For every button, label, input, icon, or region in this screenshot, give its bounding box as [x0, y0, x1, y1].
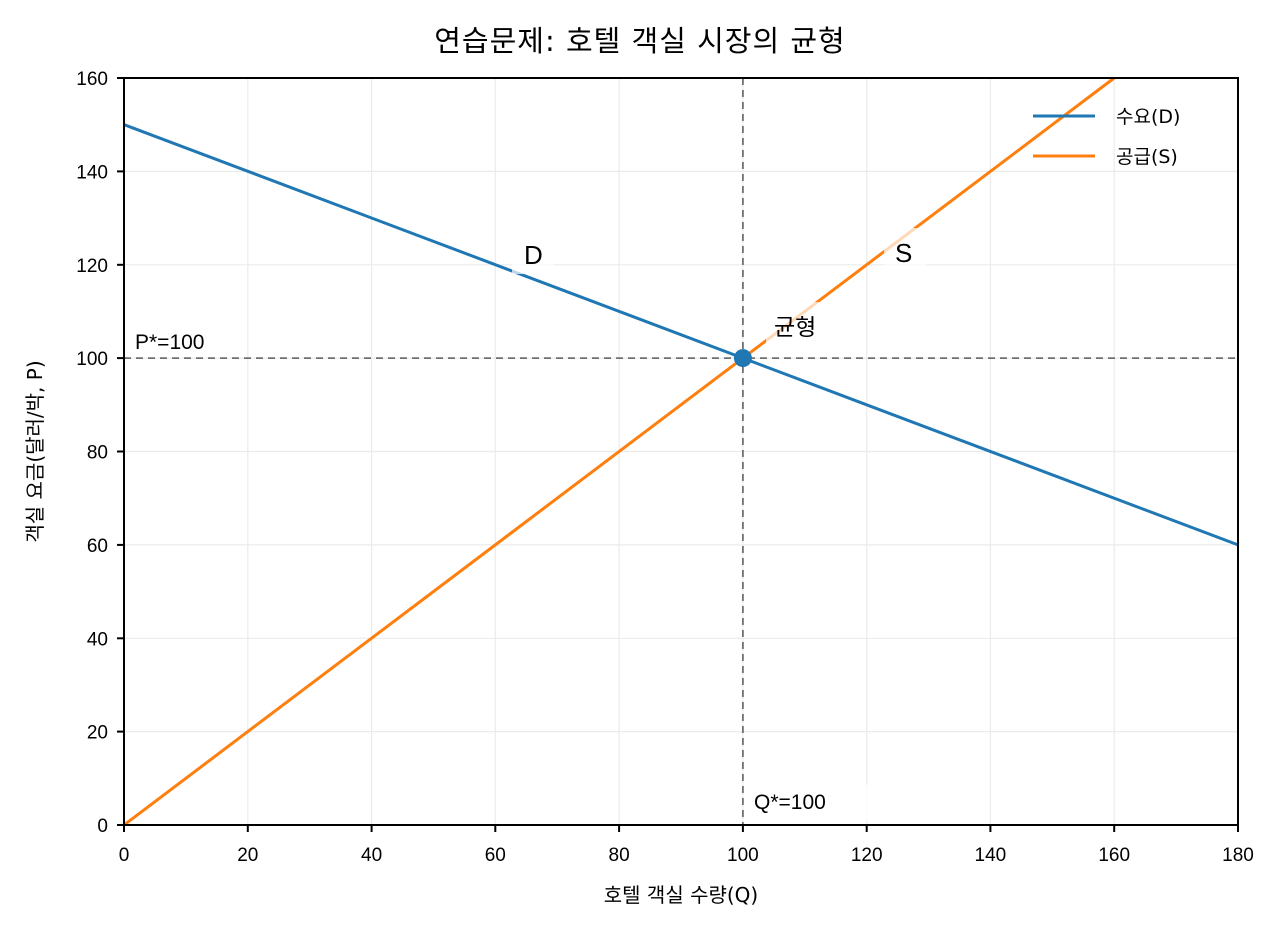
x-tick-label: 40 — [361, 845, 382, 866]
y-tick-label: 20 — [87, 723, 108, 744]
y-tick-label: 140 — [76, 162, 108, 183]
q-star-label: Q*=100 — [754, 791, 826, 814]
supply-label: S — [895, 238, 912, 268]
y-axis — [117, 77, 124, 826]
x-tick-label: 20 — [237, 845, 258, 866]
equilibrium-point — [733, 349, 752, 368]
chart-title: 연습문제: 호텔 객실 시장의 균형 — [434, 24, 846, 58]
x-axis-label: 호텔 객실 수량(Q) — [604, 883, 758, 907]
demand-curve — [123, 123, 1239, 547]
y-tick-label: 0 — [97, 816, 108, 837]
y-tick-label: 40 — [87, 629, 108, 650]
x-tick-label: 0 — [119, 845, 130, 866]
x-tick-label: 140 — [975, 845, 1007, 866]
x-tick-label: 60 — [485, 845, 506, 866]
x-tick-label: 160 — [1098, 845, 1130, 866]
y-tick-label: 160 — [76, 69, 108, 90]
gridlines — [124, 78, 1238, 825]
x-tick-label: 180 — [1222, 845, 1254, 866]
x-tick-label: 80 — [609, 845, 630, 866]
y-tick-label: 100 — [76, 349, 108, 370]
legend-demand-label: 수요(D) — [1116, 106, 1180, 128]
equilibrium-label: 균형 — [774, 315, 816, 341]
x-axis — [123, 825, 1239, 832]
y-tick-label: 80 — [87, 443, 108, 464]
x-tick-label: 100 — [727, 845, 759, 866]
supply-curve — [123, 76, 1116, 827]
legend-supply-label: 공급(S) — [1116, 146, 1178, 168]
y-tick-label: 120 — [76, 256, 108, 277]
y-tick-label: 60 — [87, 536, 108, 557]
p-star-label: P*=100 — [135, 331, 204, 354]
y-axis-label: 객실 요금(달러/박, P) — [23, 360, 47, 542]
demand-label: D — [524, 240, 543, 270]
legend: 수요(D) 공급(S) — [1033, 106, 1180, 168]
x-tick-label: 120 — [851, 845, 883, 866]
